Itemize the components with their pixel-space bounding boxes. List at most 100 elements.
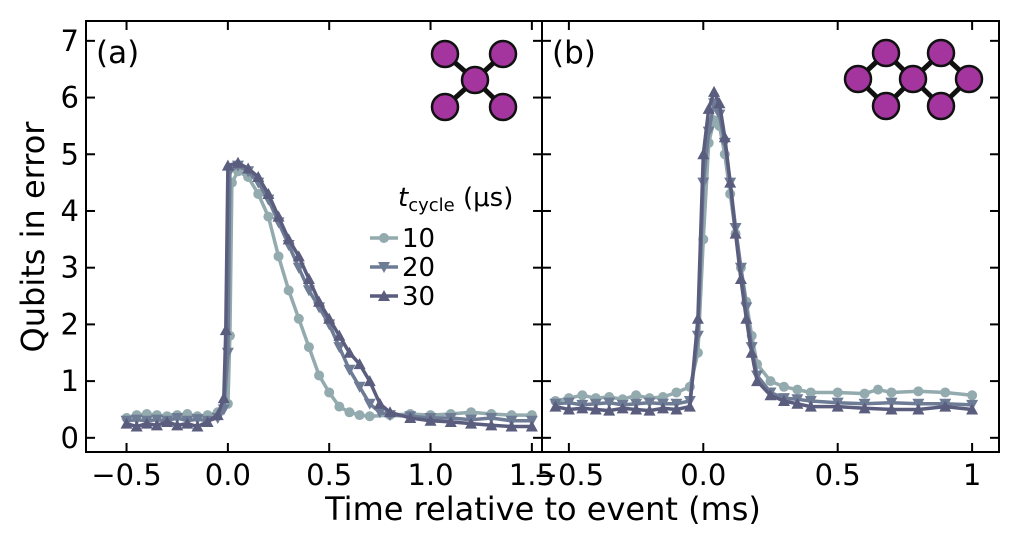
x-tick-label: 0.0: [205, 458, 251, 492]
panel-b-series-30-point: [562, 403, 575, 415]
panel-b-series-10-point: [873, 384, 884, 395]
panel-b-series-30-point: [751, 375, 764, 387]
panel-a-series-10-point: [314, 370, 325, 381]
panel-a-marks: [120, 156, 538, 432]
panel-b-series-30-point: [713, 97, 726, 109]
panel-b-series-30-point: [691, 312, 704, 324]
y-tick-label: 4: [61, 194, 79, 228]
panel-b-series-10-line: [555, 118, 973, 403]
x-tick-label: 0.0: [680, 458, 726, 492]
panel-b-series-30-point: [576, 402, 589, 414]
panel-a-series-20-point: [343, 364, 356, 376]
panel-a-series-30-point: [363, 375, 376, 387]
legend-marker-20: [378, 262, 390, 273]
y-tick-label: 1: [61, 364, 79, 398]
y-tick-label: 6: [61, 81, 79, 115]
panel-a-series-10-point: [344, 407, 355, 418]
panel-a-series-30-point: [130, 420, 143, 432]
panel-b-series-30-point: [589, 403, 602, 415]
panel-a-series-30-point: [211, 409, 224, 421]
panel-b-series-30-point: [858, 402, 871, 414]
x-tick-label: −0.5: [91, 458, 161, 492]
panel-a-series-10-point: [293, 313, 304, 324]
panel-b-series-30-point: [777, 394, 790, 406]
panel-a-series-30-point: [373, 397, 386, 409]
panel-b-series-10-point: [792, 384, 803, 395]
panel-a-series-30-point: [282, 233, 295, 245]
panel-a-series-30-point: [191, 420, 204, 432]
panel-a-series-30-point: [201, 415, 214, 427]
panel-b-series-10-point: [913, 386, 924, 397]
inset-a-node: [430, 92, 460, 122]
panel-a-series-30-point: [485, 419, 498, 431]
panel-b-series-30-point: [764, 389, 777, 401]
panel-b-series-20-point: [562, 397, 575, 409]
panel-b-series-30-point: [939, 400, 952, 412]
panel-a-series-10-point: [364, 411, 375, 422]
panel-b-marks: [549, 85, 979, 416]
inset-b-node: [926, 91, 956, 121]
panel-b-inset-graph: [843, 38, 984, 121]
x-axis-label: Time relative to event (ms): [324, 490, 761, 528]
panel-b-series-30-point: [683, 400, 696, 412]
x-tick-label: 1.5: [509, 458, 555, 492]
panel-a-series-30-point: [525, 420, 538, 432]
panel-a-series-30-point: [323, 312, 336, 324]
panel-a-series-30-point: [242, 162, 255, 174]
panel-b-series-20-line: [555, 101, 973, 407]
panel-b-series-20-point: [885, 397, 898, 409]
panel-b-series-10-point: [577, 390, 588, 401]
panel-a-series-30-point: [302, 273, 315, 285]
panel-b-series-20-point: [603, 397, 616, 409]
panel-b-series-30-point: [670, 403, 683, 415]
panel-a-series-30-point: [252, 170, 265, 182]
panel-b-series-30-point: [549, 400, 562, 412]
panel-a: −0.5 0.0 0.5 1.0 1.5 0 1 2 3 4 5 6 7 (a) tcycle (μs)…: [61, 20, 555, 492]
y-tick-label: 2: [61, 307, 79, 341]
panel-b-series-10-point: [967, 390, 978, 401]
panel-a-series-10-point: [253, 188, 264, 199]
panel-a-series-30-point: [140, 417, 153, 429]
panel-b-series-30-point: [702, 102, 715, 114]
panel-b-series-30-point: [740, 312, 753, 324]
panel-a-series-10-point: [283, 285, 294, 296]
panel-b-series-10-point: [671, 387, 682, 398]
panel-b-series-10-point: [778, 381, 789, 392]
panel-a-series-30-point: [219, 324, 232, 336]
panel-b-series-10-point: [886, 387, 897, 398]
panel-b-series-30-point: [745, 346, 758, 358]
panel-a-series-30-point: [161, 415, 174, 427]
legend-title: tcycle (μs): [398, 183, 513, 216]
panel-b-frame: [541, 20, 1000, 453]
panel-b-series-10-point: [940, 387, 951, 398]
panel-b-series-10-point: [765, 376, 776, 387]
panel-a-series-30-point: [505, 420, 518, 432]
panel-a-series-30-point: [181, 417, 194, 429]
inset-b-node: [954, 64, 984, 94]
panel-b-series-30-line: [555, 90, 973, 413]
x-tick-label: 1: [963, 458, 981, 492]
panel-a-series-20-point: [373, 407, 386, 419]
panel-b-series-30-point: [912, 403, 925, 415]
panel-b-series-10-point: [805, 387, 816, 398]
panel-a-series-10-point: [334, 401, 345, 412]
x-tick-label: 1.0: [407, 458, 453, 492]
panel-a-series-30-point: [272, 210, 285, 222]
legend-marker-10: [379, 233, 389, 243]
panel-b-series-30-point: [603, 404, 616, 416]
panel-b-series-30-point: [630, 403, 643, 415]
panel-a-ticks: −0.5 0.0 0.5 1.0 1.5 0 1 2 3 4 5 6 7: [61, 21, 555, 492]
panel-a-series-20-point: [333, 342, 346, 354]
panel-b-series-30-point: [643, 404, 656, 416]
panel-a-series-30-point: [404, 411, 417, 423]
panel-a-series-20-point: [130, 414, 143, 426]
panel-b-series-30-point: [804, 400, 817, 412]
panel-a-inset-graph: [430, 39, 518, 122]
x-tick-label: 0.5: [815, 458, 861, 492]
y-tick-label: 3: [61, 251, 79, 285]
panel-a-series-30-point: [221, 159, 234, 171]
inset-b-node: [898, 64, 928, 94]
panel-a-series-30-point: [150, 419, 163, 431]
